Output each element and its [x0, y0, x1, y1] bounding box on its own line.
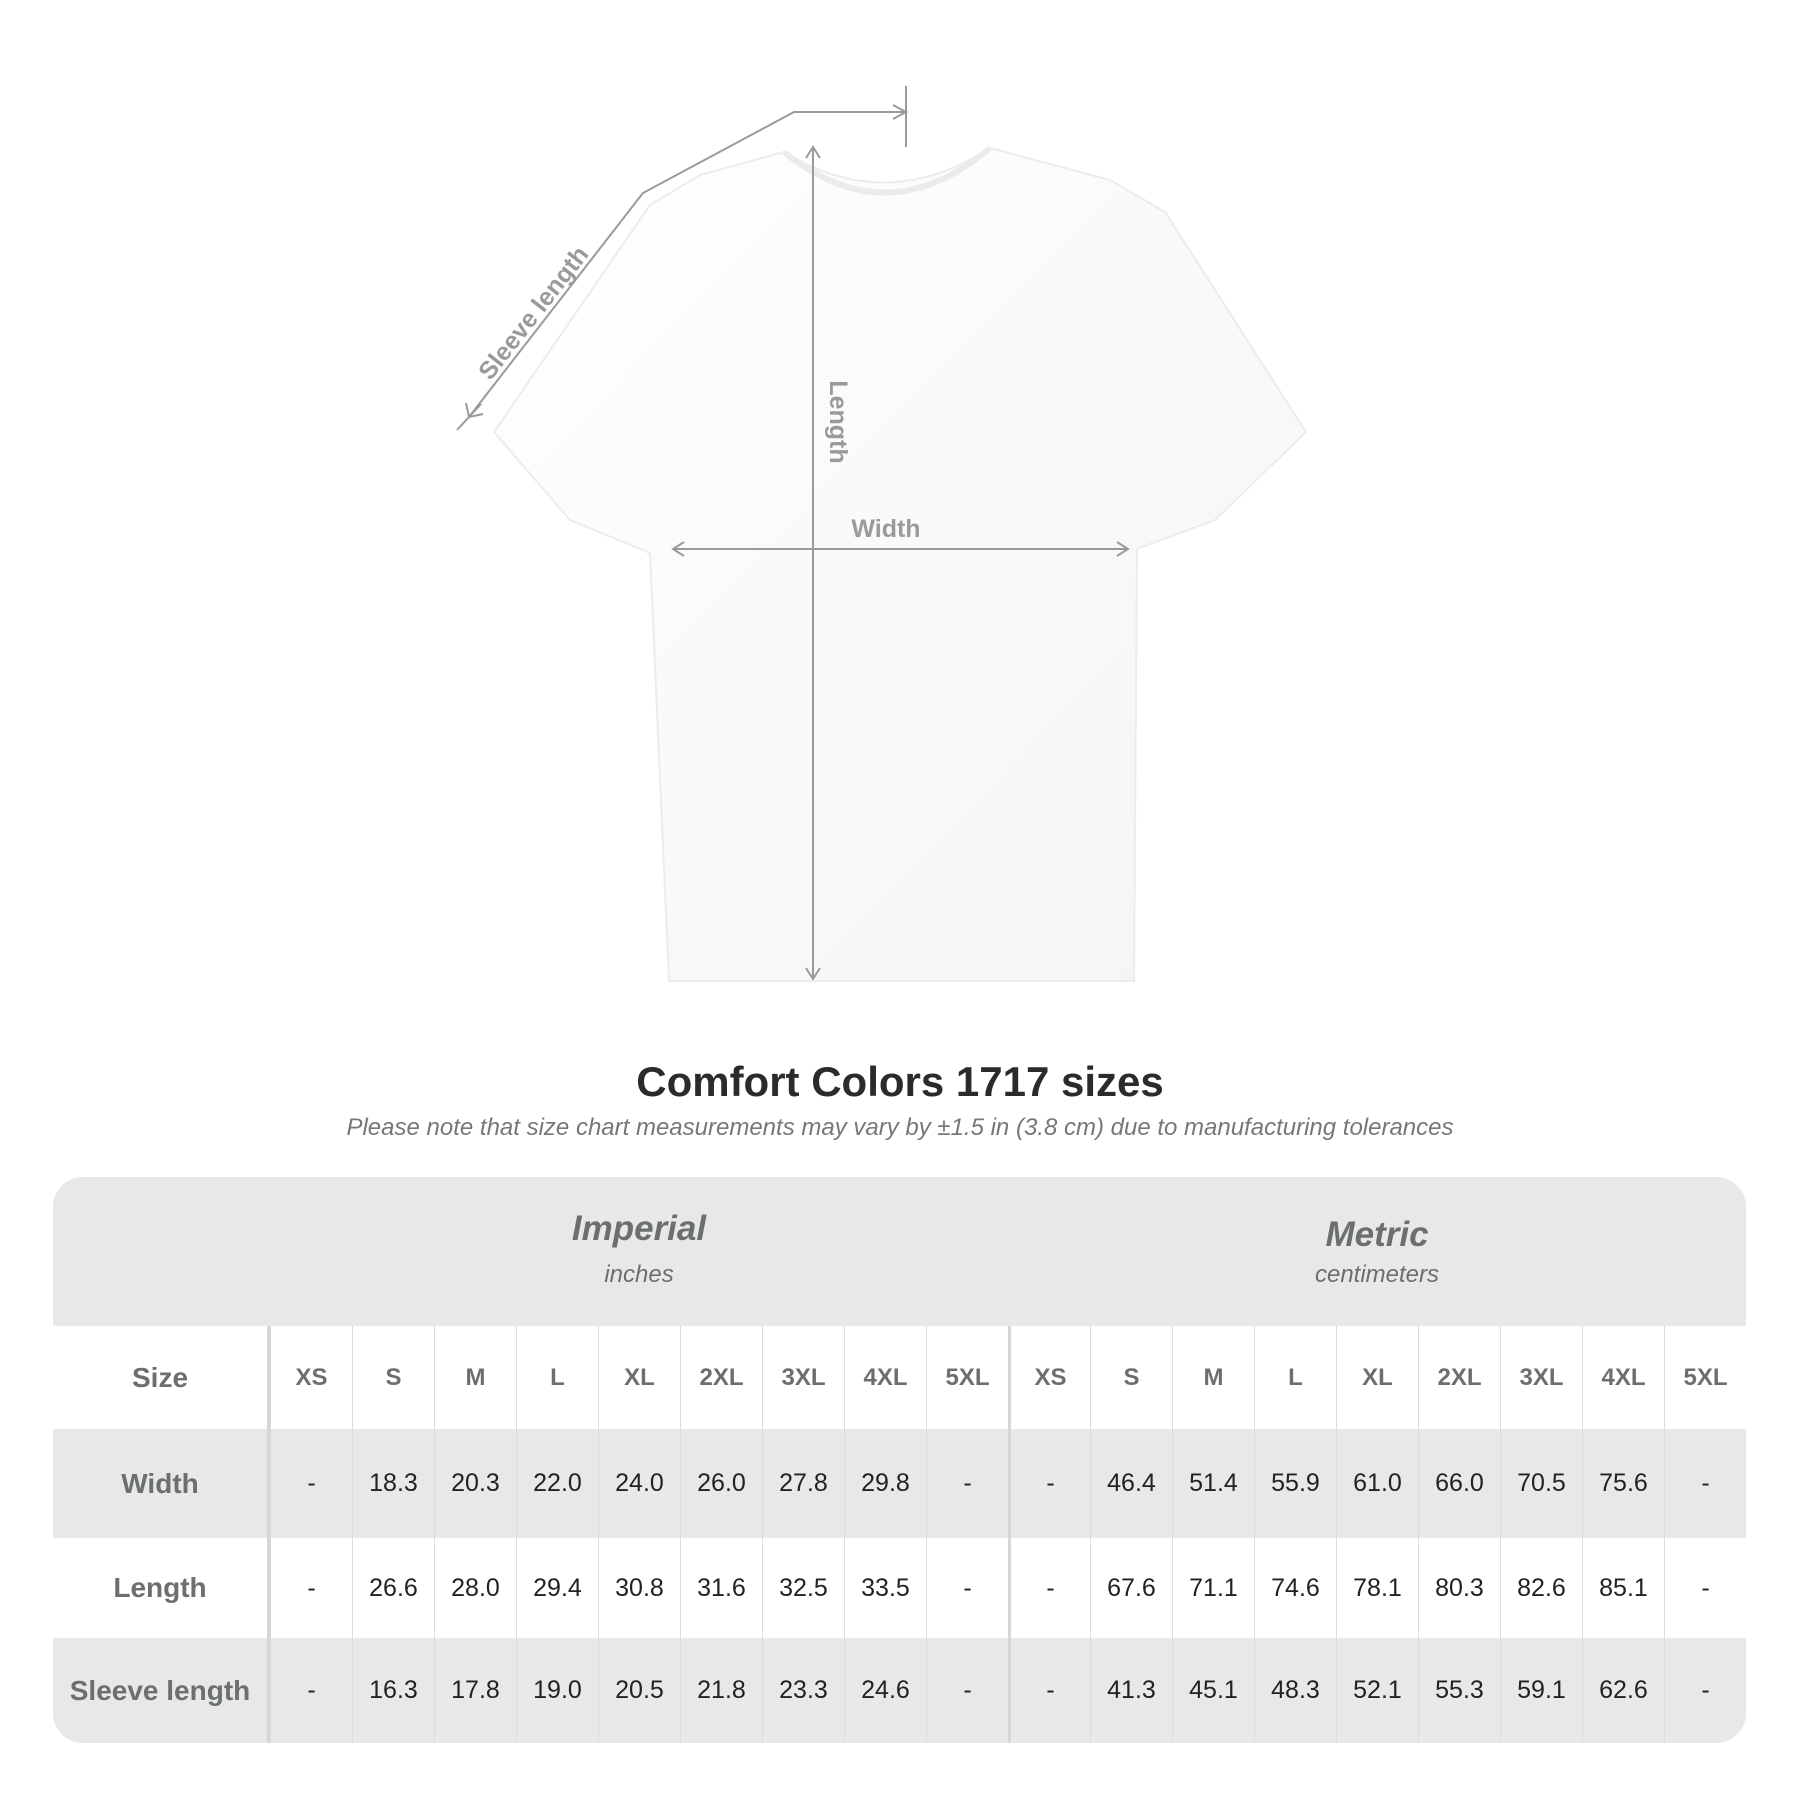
imperial-value-cell: 33.5: [844, 1538, 926, 1638]
imperial-value-cell: 29.8: [844, 1429, 926, 1538]
metric-value-cell: 41.3: [1090, 1638, 1172, 1743]
metric-value-cell: 75.6: [1582, 1429, 1664, 1538]
imperial-value-cell: 26.6: [352, 1538, 434, 1638]
metric-value-cell: 80.3: [1418, 1538, 1500, 1638]
imperial-value-cell: 30.8: [598, 1538, 680, 1638]
metric-value-cell: 61.0: [1336, 1429, 1418, 1538]
imperial-value-cell: -: [270, 1429, 352, 1538]
imperial-header: Imperial inches: [270, 1177, 1008, 1326]
metric-title: Metric: [1325, 1215, 1429, 1254]
metric-size-header: XL: [1336, 1326, 1418, 1429]
table-row: Sleeve length -16.3 17.8 19.0 20.5 21.8 23.3 24…: [53, 1638, 1746, 1743]
size-table: Imperial inches Metric centimeters Size X…: [53, 1177, 1746, 1743]
metric-value-cell: 70.5: [1500, 1429, 1582, 1538]
imperial-value-cell: 26.0: [680, 1429, 762, 1538]
imperial-value-cell: -: [270, 1538, 352, 1638]
imperial-value-cell: 29.4: [516, 1538, 598, 1638]
metric-value-cell: -: [1664, 1638, 1746, 1743]
metric-value-cell: 74.6: [1254, 1538, 1336, 1638]
tshirt-image: [492, 146, 1308, 982]
imperial-value-cell: -: [926, 1538, 1008, 1638]
metric-value-cell: 45.1: [1172, 1638, 1254, 1743]
metric-size-header: M: [1172, 1326, 1254, 1429]
length-dimension-line: [805, 145, 821, 981]
length-label: Length: [824, 380, 852, 463]
metric-header: Metric centimeters: [1008, 1177, 1746, 1326]
metric-size-header: 2XL: [1418, 1326, 1500, 1429]
imperial-value-cell: 27.8: [762, 1429, 844, 1538]
metric-value-cell: 85.1: [1582, 1538, 1664, 1638]
metric-size-header: S: [1090, 1326, 1172, 1429]
imperial-size-header: 2XL: [680, 1326, 762, 1429]
imperial-value-cell: 32.5: [762, 1538, 844, 1638]
metric-value-cell: 59.1: [1500, 1638, 1582, 1743]
metric-value-cell: 46.4: [1090, 1429, 1172, 1538]
page-title: Comfort Colors 1717 sizes: [636, 1058, 1164, 1105]
table-row: Length -26.6 28.0 29.4 30.8 31.6 32.5 33.5- -67.…: [53, 1538, 1746, 1638]
imperial-value-cell: 20.5: [598, 1638, 680, 1743]
metric-unit: centimeters: [1314, 1261, 1440, 1288]
metric-value-cell: 67.6: [1090, 1538, 1172, 1638]
row-label: Width: [53, 1429, 270, 1538]
imperial-size-header: 4XL: [844, 1326, 926, 1429]
width-label: Width: [851, 515, 920, 543]
imperial-unit: inches: [604, 1261, 674, 1288]
imperial-value-cell: 24.6: [844, 1638, 926, 1743]
imperial-size-header: 3XL: [762, 1326, 844, 1429]
metric-value-cell: -: [1008, 1538, 1090, 1638]
imperial-value-cell: 17.8: [434, 1638, 516, 1743]
imperial-value-cell: 16.3: [352, 1638, 434, 1743]
imperial-value-cell: 20.3: [434, 1429, 516, 1538]
metric-value-cell: 48.3: [1254, 1638, 1336, 1743]
imperial-size-header: XL: [598, 1326, 680, 1429]
imperial-value-cell: 23.3: [762, 1638, 844, 1743]
table-row: Width -18.3 20.3 22.0 24.0 26.0 27.8 29.8- -46.4…: [53, 1429, 1746, 1538]
tshirt-diagram: Sleeve length Length Width: [456, 86, 1308, 982]
metric-value-cell: -: [1664, 1429, 1746, 1538]
metric-value-cell: 55.3: [1418, 1638, 1500, 1743]
imperial-value-cell: -: [926, 1429, 1008, 1538]
metric-value-cell: 71.1: [1172, 1538, 1254, 1638]
metric-value-cell: 66.0: [1418, 1429, 1500, 1538]
metric-value-cell: 62.6: [1582, 1638, 1664, 1743]
row-label: Sleeve length: [53, 1638, 270, 1743]
size-header-row: Size XS S M L XL 2XL 3XL 4XL 5XL XS S M L XL 2XL 3XL 4XL 5…: [53, 1326, 1746, 1429]
imperial-value-cell: 24.0: [598, 1429, 680, 1538]
imperial-value-cell: 21.8: [680, 1638, 762, 1743]
imperial-value-cell: 19.0: [516, 1638, 598, 1743]
sleeve-dimension-line: [456, 86, 909, 431]
metric-value-cell: 52.1: [1336, 1638, 1418, 1743]
metric-value-cell: -: [1008, 1429, 1090, 1538]
row-label: Length: [53, 1538, 270, 1638]
metric-value-cell: 55.9: [1254, 1429, 1336, 1538]
imperial-title: Imperial: [571, 1209, 707, 1248]
tolerance-note: Please note that size chart measurements…: [346, 1114, 1454, 1141]
imperial-value-cell: -: [270, 1638, 352, 1743]
imperial-value-cell: -: [926, 1638, 1008, 1743]
imperial-size-header: S: [352, 1326, 434, 1429]
metric-size-header: XS: [1008, 1326, 1090, 1429]
metric-size-header: 3XL: [1500, 1326, 1582, 1429]
tshirt-collar: [782, 145, 992, 196]
imperial-value-cell: 22.0: [516, 1429, 598, 1538]
metric-value-cell: 82.6: [1500, 1538, 1582, 1638]
metric-value-cell: -: [1664, 1538, 1746, 1638]
imperial-size-header: L: [516, 1326, 598, 1429]
metric-size-header: 5XL: [1664, 1326, 1746, 1429]
size-label: Size: [53, 1326, 270, 1429]
metric-value-cell: -: [1008, 1638, 1090, 1743]
metric-value-cell: 78.1: [1336, 1538, 1418, 1638]
imperial-size-header: 5XL: [926, 1326, 1008, 1429]
metric-size-header: L: [1254, 1326, 1336, 1429]
imperial-value-cell: 31.6: [680, 1538, 762, 1638]
width-dimension-line: [671, 541, 1130, 557]
metric-size-header: 4XL: [1582, 1326, 1664, 1429]
metric-value-cell: 51.4: [1172, 1429, 1254, 1538]
imperial-value-cell: 18.3: [352, 1429, 434, 1538]
imperial-size-header: XS: [270, 1326, 352, 1429]
imperial-size-header: M: [434, 1326, 516, 1429]
imperial-value-cell: 28.0: [434, 1538, 516, 1638]
